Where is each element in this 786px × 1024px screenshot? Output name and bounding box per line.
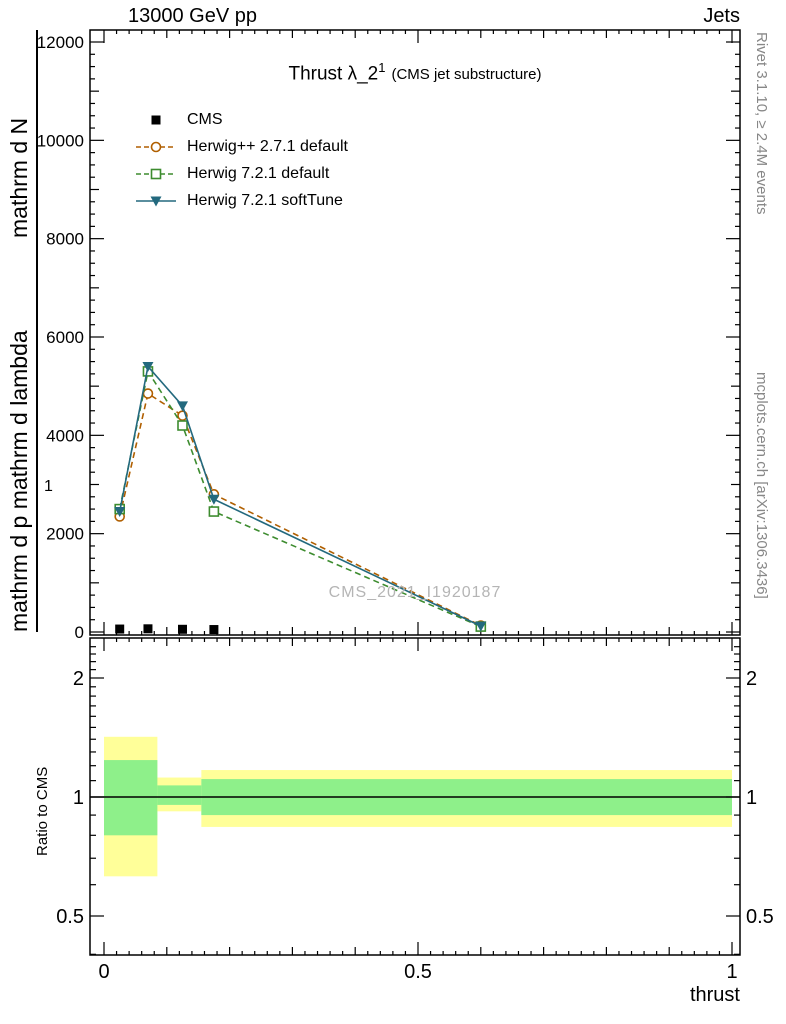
svg-text:0: 0 (75, 623, 84, 642)
legend-label: Herwig++ 2.7.1 default (187, 137, 348, 155)
svg-text:6000: 6000 (46, 328, 84, 347)
svg-text:0.5: 0.5 (404, 961, 432, 983)
svg-text:2000: 2000 (46, 525, 84, 544)
legend-label: CMS (187, 110, 223, 128)
svg-text:12000: 12000 (37, 33, 84, 52)
x-axis-title: thrust (689, 984, 740, 1006)
legend-item-1: Herwig++ 2.7.1 default (134, 133, 348, 160)
analysis-id-watermark: CMS_2021_I1920187 (328, 584, 502, 601)
svg-text:10000: 10000 (37, 131, 84, 150)
y-axis-title-numerator: mathrm d N (6, 117, 32, 238)
beam-energy-label: 13000 GeV pp (128, 5, 257, 27)
plot-title-superscript: 1 (378, 60, 386, 75)
ratio-axis-title: Ratio to CMS (34, 766, 51, 856)
legend-item-3: Herwig 7.2.1 softTune (134, 187, 348, 214)
svg-text:0.5: 0.5 (746, 906, 774, 928)
y-axis-title-denominator: mathrm d p mathrm d lambda (6, 330, 32, 632)
plot-title: Thrust λ_21 (CMS jet substructure) (90, 60, 740, 85)
plot-title-main: Thrust λ_2 (288, 63, 379, 85)
legend-item-2: Herwig 7.2.1 default (134, 160, 348, 187)
rivet-version-note: Rivet 3.1.10, ≥ 2.4M events (753, 32, 770, 215)
svg-text:1: 1 (73, 787, 84, 809)
legend-item-0: CMS (134, 106, 348, 133)
analysis-group-label: Jets (703, 5, 740, 27)
svg-text:1: 1 (746, 787, 757, 809)
svg-text:4000: 4000 (46, 426, 84, 445)
square-filled-icon (151, 115, 161, 124)
legend: CMS Herwig++ 2.7.1 default Herwig 7.2.1 de… (134, 106, 348, 214)
svg-text:2: 2 (746, 668, 757, 690)
svg-text:0: 0 (98, 961, 109, 983)
plot-title-suffix: (CMS jet substructure) (391, 66, 542, 84)
triangle-down-icon (136, 196, 176, 206)
legend-label: Herwig 7.2.1 default (187, 164, 330, 182)
svg-text:1: 1 (726, 961, 737, 983)
y-axis-title-fraction-bar (36, 30, 38, 632)
legend-label: Herwig 7.2.1 softTune (187, 191, 343, 209)
svg-text:2: 2 (73, 668, 84, 690)
mcplots-reference-note: mcplots.cern.ch [arXiv:1306.3436] (753, 372, 770, 599)
svg-text:8000: 8000 (46, 230, 84, 249)
circle-open-icon (136, 141, 176, 152)
svg-text:0.5: 0.5 (56, 906, 84, 928)
y-axis-title-exponent: 1 (44, 478, 53, 495)
square-open-icon (136, 168, 176, 179)
